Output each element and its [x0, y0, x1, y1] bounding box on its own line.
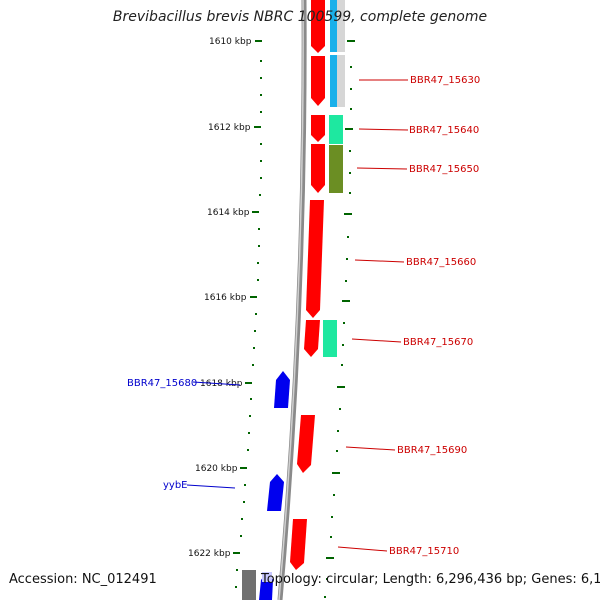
green-feature-15640: [329, 115, 343, 144]
outer-ticks: [324, 40, 355, 598]
gene-arrow-15660: [306, 200, 324, 318]
gene-arrow-15650: [311, 144, 325, 193]
accession-label: Accession: NC_012491: [9, 572, 157, 587]
gene-arrow-15630: [311, 56, 325, 106]
cyan-feature-15630: [330, 55, 337, 107]
gene-label-yybe[interactable]: yybE: [163, 480, 188, 491]
olive-feature-15650: [329, 145, 343, 193]
topology-label: Topology: circular; Length: 6,296,436 bp…: [261, 572, 600, 587]
inner-ticks: [233, 40, 262, 588]
tick-labels: 1610 kbp 1612 kbp 1614 kbp 1616 kbp 1618…: [188, 37, 252, 559]
lavender-feature-bottom: [262, 572, 272, 582]
grey-feature-15630: [337, 55, 345, 107]
gene-features: [242, 0, 345, 600]
gene-labels: BBR47_15630 BBR47_15640 BBR47_15650 BBR4…: [127, 75, 480, 557]
tick-label-1614: 1614 kbp: [207, 208, 250, 218]
tick-label-1610: 1610 kbp: [209, 37, 252, 47]
grey-feature-bottom: [242, 570, 256, 600]
genome-backbone-highlight: [278, 0, 304, 600]
gene-label-bbr47-15680[interactable]: BBR47_15680: [127, 378, 197, 389]
leader-lines: [186, 79, 409, 552]
footer-info: Accession: NC_012491 Topology: circular;…: [0, 572, 600, 590]
green-feature-15670: [323, 320, 337, 357]
genome-title: Brevibacillus brevis NBRC 100599, comple…: [112, 9, 488, 25]
tick-label-1612: 1612 kbp: [208, 123, 251, 133]
gene-label-bbr47-15670[interactable]: BBR47_15670: [403, 337, 473, 348]
gene-arrow-yybe: [267, 474, 284, 511]
gene-label-bbr47-15650[interactable]: BBR47_15650: [409, 164, 479, 175]
tick-label-1622: 1622 kbp: [188, 549, 231, 559]
gene-arrow-15690: [297, 415, 315, 473]
gene-label-bbr47-15710[interactable]: BBR47_15710: [389, 546, 459, 557]
gene-label-bbr47-15690[interactable]: BBR47_15690: [397, 445, 467, 456]
tick-label-1616: 1616 kbp: [204, 293, 247, 303]
gene-arrow-15640: [311, 115, 325, 142]
gene-label-bbr47-15640[interactable]: BBR47_15640: [409, 125, 479, 136]
cyan-feature-top: [330, 0, 337, 52]
gene-arrow-15710: [290, 519, 307, 570]
gene-arrow-15680: [274, 371, 290, 408]
gene-label-bbr47-15630[interactable]: BBR47_15630: [410, 75, 480, 86]
gene-arrow-top: [311, 0, 325, 53]
gene-arrow-15670: [304, 320, 320, 357]
genome-backbone: [277, 0, 307, 600]
tick-label-1620: 1620 kbp: [195, 464, 238, 474]
gene-label-bbr47-15660[interactable]: BBR47_15660: [406, 257, 476, 268]
grey-feature-top: [337, 0, 345, 52]
